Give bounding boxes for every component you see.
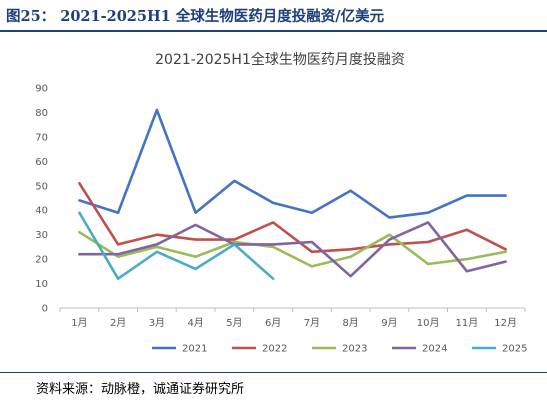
y-tick-label: 40 xyxy=(35,206,48,217)
x-tick-label: 7月 xyxy=(304,317,320,329)
y-tick-label: 90 xyxy=(35,84,48,95)
x-tick-label: 4月 xyxy=(187,317,203,329)
x-tick-label: 11月 xyxy=(456,317,479,329)
source-divider xyxy=(0,372,547,373)
y-tick-label: 20 xyxy=(35,255,48,266)
y-tick-label: 10 xyxy=(35,279,48,290)
legend-label-2023: 2023 xyxy=(342,344,367,355)
y-tick-label: 30 xyxy=(35,230,48,241)
title-divider xyxy=(0,30,547,32)
series-line-2022 xyxy=(78,182,507,254)
y-tick-label: 60 xyxy=(35,157,48,168)
x-tick-label: 3月 xyxy=(149,317,165,329)
x-tick-label: 5月 xyxy=(226,317,242,329)
series-line-2023 xyxy=(78,230,507,268)
y-tick-label: 0 xyxy=(42,304,48,315)
y-tick-label: 80 xyxy=(35,108,48,119)
x-tick-label: 6月 xyxy=(265,317,281,329)
line-chart: 2021-2025H1全球生物医药月度投融资 0 10 20 30 40 50 60 70 80 9… xyxy=(35,51,527,355)
x-tick-label: 2月 xyxy=(110,317,126,329)
y-tick-label: 50 xyxy=(35,181,48,192)
series-line-2025 xyxy=(78,211,275,280)
legend-label-2024: 2024 xyxy=(422,344,447,355)
source-note: 资料来源：动脉橙，诚通证券研究所 xyxy=(36,382,245,397)
x-tick-label: 12月 xyxy=(494,317,517,329)
series-line-2024 xyxy=(78,221,507,278)
figure-label: 图25： 2021-2025H1 全球生物医药月度投融资/亿美元 xyxy=(6,8,385,25)
chart-title: 2021-2025H1全球生物医药月度投融资 xyxy=(155,51,405,68)
series-line-2021 xyxy=(78,108,507,219)
chart-container: 2021-2025H1全球生物医药月度投融资 0 10 20 30 40 50 60 70 80 9… xyxy=(20,36,540,366)
legend-label-2025: 2025 xyxy=(502,344,527,355)
x-tick-label: 9月 xyxy=(381,317,397,329)
x-tick-label: 1月 xyxy=(71,317,87,329)
legend-label-2021: 2021 xyxy=(182,344,207,355)
x-tick-label: 10月 xyxy=(417,317,440,329)
legend-label-2022: 2022 xyxy=(262,344,287,355)
y-tick-label: 70 xyxy=(35,132,48,143)
x-tick-label: 8月 xyxy=(342,317,358,329)
